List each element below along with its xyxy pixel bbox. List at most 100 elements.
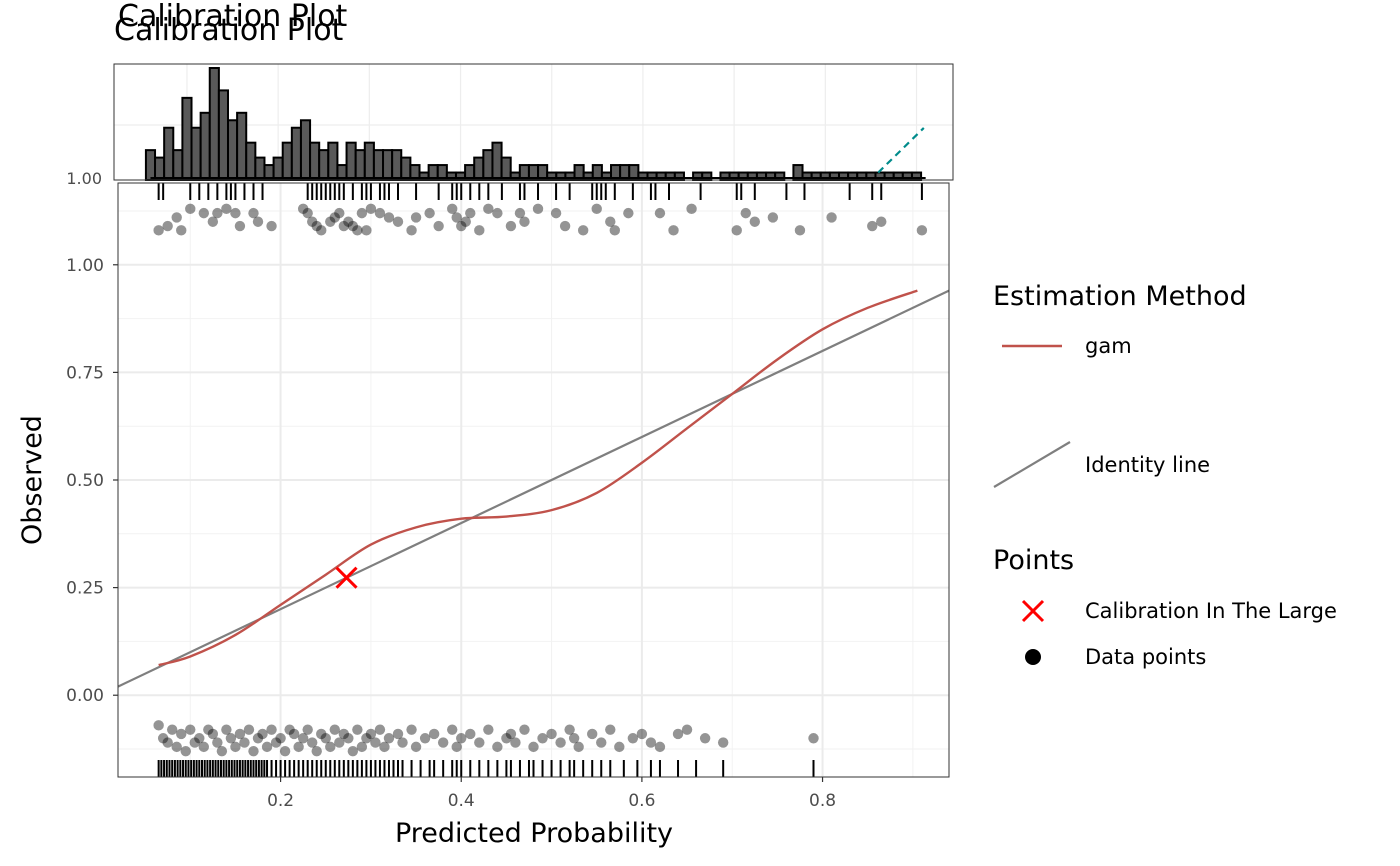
data-point	[406, 724, 417, 735]
legend-calibration-in-the-large-label: Calibration In The Large	[1085, 599, 1337, 623]
data-point	[447, 203, 458, 215]
data-point	[501, 733, 512, 744]
x-tick-label: 0.8	[809, 791, 836, 811]
data-point	[465, 728, 476, 740]
data-point	[428, 728, 440, 740]
calibration-in-the-large-point	[335, 566, 358, 589]
data-point	[614, 741, 625, 753]
data-point	[410, 741, 422, 753]
data-point	[483, 724, 494, 735]
legend-cross-icon	[1021, 599, 1045, 623]
histogram-bar	[345, 141, 357, 182]
histogram-dashed-line	[877, 127, 925, 174]
histogram-bar	[181, 96, 193, 181]
data-point	[261, 741, 273, 753]
histogram-bar	[199, 111, 211, 181]
y-tick-label: 0.75	[66, 363, 104, 383]
data-point	[288, 728, 300, 740]
data-point	[596, 737, 607, 748]
data-point	[334, 207, 345, 219]
data-point	[194, 733, 205, 744]
data-point	[573, 741, 584, 753]
data-point	[207, 728, 219, 740]
gam-curve	[158, 289, 918, 667]
data-point	[338, 728, 350, 740]
data-point	[392, 216, 404, 227]
data-point	[609, 225, 620, 236]
data-point	[311, 220, 322, 232]
data-point	[365, 728, 377, 740]
data-point	[365, 203, 377, 215]
histogram-bar	[254, 156, 266, 182]
histogram-bar	[144, 149, 157, 181]
data-point	[492, 207, 503, 219]
data-point	[284, 724, 295, 735]
x-tick-label: 0.2	[267, 791, 294, 811]
data-point	[171, 212, 182, 223]
data-point	[474, 737, 485, 748]
data-point	[343, 733, 354, 744]
histogram-bar	[500, 156, 512, 182]
legend-title-points: Points	[993, 545, 1074, 576]
data-point	[212, 737, 223, 748]
data-point	[451, 741, 462, 753]
data-points-top	[153, 203, 928, 236]
data-point	[325, 216, 336, 227]
data-point	[686, 203, 697, 215]
histogram-bar	[363, 141, 375, 182]
data-point	[252, 216, 264, 227]
data-point	[514, 207, 526, 219]
data-point	[320, 733, 331, 744]
x-tick-label: 0.4	[448, 791, 475, 811]
data-point	[433, 220, 444, 232]
data-point	[564, 724, 575, 735]
data-point	[559, 220, 571, 232]
histogram-bar	[309, 141, 321, 182]
data-point	[383, 212, 395, 223]
data-point	[356, 207, 368, 219]
main-plot-panel: 0.00 0.25 0.50 0.75 1.00 0.2 0.4 0.6 0.8	[66, 182, 950, 811]
data-point	[528, 741, 539, 753]
data-point	[555, 737, 566, 748]
data-point	[185, 724, 196, 735]
data-point	[221, 724, 232, 735]
data-point	[645, 737, 657, 748]
data-point	[189, 737, 200, 748]
data-point	[198, 741, 210, 753]
data-point	[577, 225, 589, 236]
histogram-bar	[208, 67, 220, 181]
data-point	[293, 741, 304, 753]
data-point	[483, 203, 494, 215]
data-point	[717, 737, 729, 748]
histogram-bar	[299, 119, 312, 182]
y-tick-label: 0.00	[66, 686, 104, 706]
data-point	[207, 216, 219, 227]
data-point	[352, 724, 363, 735]
data-point	[266, 724, 277, 735]
data-points-bottom	[153, 720, 819, 757]
data-point	[361, 225, 372, 236]
data-point	[325, 741, 336, 753]
data-point	[361, 733, 372, 744]
data-point	[248, 745, 259, 757]
legend-gam-label: gam	[1085, 334, 1132, 358]
histogram-bar	[281, 141, 293, 182]
data-point	[392, 728, 404, 740]
histogram-bar	[172, 149, 184, 181]
data-point	[532, 203, 544, 215]
histogram-bar	[290, 126, 302, 181]
data-point	[681, 724, 693, 735]
data-point	[302, 724, 313, 735]
data-point	[605, 216, 616, 227]
data-point	[212, 207, 223, 219]
data-point	[329, 212, 340, 223]
data-point	[492, 741, 503, 753]
data-point	[352, 225, 363, 236]
data-point	[699, 733, 711, 744]
data-point	[397, 737, 408, 748]
main-panel-border	[117, 182, 950, 778]
data-point	[505, 220, 517, 232]
data-point	[505, 728, 517, 740]
data-point	[374, 207, 386, 219]
calibration-in-the-large-marker	[335, 566, 358, 589]
